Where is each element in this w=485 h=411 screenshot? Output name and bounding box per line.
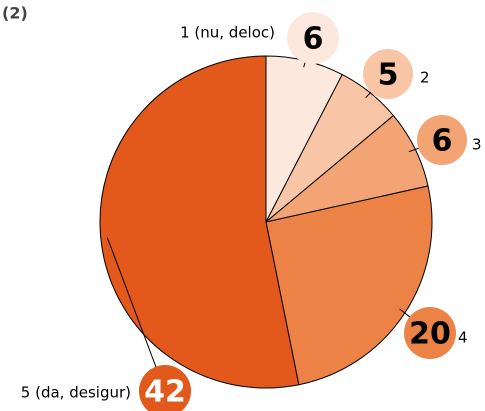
value-label: 6: [303, 22, 324, 57]
pie-slice: [265, 185, 433, 386]
value-label: 20: [409, 317, 451, 352]
value-label: 42: [144, 375, 186, 410]
category-label: 3: [472, 136, 482, 154]
value-bubble: [404, 307, 456, 359]
category-label: 4: [458, 329, 468, 347]
value-bubble: [363, 49, 413, 99]
pie-slice: [99, 55, 300, 389]
category-label: 5 (da, desigur): [21, 384, 131, 402]
value-label: 5: [378, 58, 399, 93]
value-label: 6: [432, 124, 453, 159]
chart-title: (2): [2, 4, 28, 23]
category-label: 2: [420, 69, 430, 87]
category-label: 1 (nu, deloc): [180, 24, 275, 42]
leader-line: [106, 237, 166, 392]
value-bubble: [417, 115, 467, 165]
value-bubble: [139, 365, 191, 411]
value-bubble: [287, 12, 339, 64]
